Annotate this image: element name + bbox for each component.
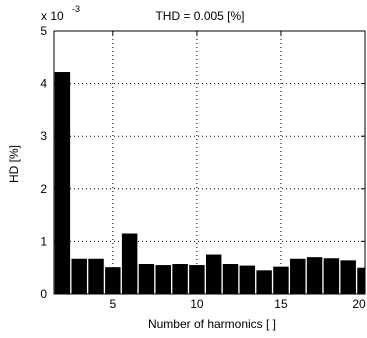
x-tick-label: 10 (190, 297, 204, 311)
bar-harmonic-15 (273, 266, 289, 294)
bar-harmonic-18 (323, 258, 340, 294)
y-tick-label: 3 (40, 129, 47, 143)
bar-harmonic-9 (172, 264, 188, 294)
bar-harmonic-6 (121, 233, 138, 294)
x-tick-label: 20 (352, 297, 366, 311)
bar-harmonic-11 (205, 254, 222, 294)
y-tick-label: 1 (40, 234, 47, 248)
y-tick-label: 4 (40, 77, 47, 91)
chart-title: THD = 0.005 [%] (155, 9, 244, 23)
bar-harmonic-13 (239, 265, 256, 294)
bar-harmonic-20 (357, 267, 365, 294)
plot-area (54, 31, 365, 294)
bar-harmonic-5 (105, 267, 121, 294)
y-tick-label: 5 (40, 24, 47, 38)
y-tick-label: 2 (40, 182, 47, 196)
bar-harmonic-10 (189, 265, 205, 294)
x-tick-label: 15 (274, 297, 288, 311)
y-axis-label: HD [%] (7, 145, 21, 183)
bar-harmonic-14 (256, 270, 272, 294)
bar-harmonic-3 (71, 258, 87, 294)
bar-harmonic-19 (340, 260, 356, 294)
y-tick-label: 0 (40, 287, 47, 301)
x-tick-label: 5 (109, 297, 116, 311)
ticks: 5 10 15 20 0 1 2 3 4 5 (40, 24, 366, 311)
bar-harmonic-4 (88, 258, 104, 294)
y-exponent-base: x 10 (41, 9, 64, 23)
bars (54, 72, 365, 294)
bar-harmonic-16 (290, 258, 306, 294)
bar-harmonic-8 (155, 265, 172, 294)
bar-harmonic-12 (222, 264, 239, 294)
bar-harmonic-2 (54, 72, 71, 294)
bar-harmonic-17 (306, 257, 323, 294)
bar-harmonic-7 (138, 264, 155, 294)
plot-frame (53, 30, 366, 295)
y-exponent-power: -3 (72, 4, 80, 14)
x-axis-label: Number of harmonics [ ] (148, 317, 276, 331)
